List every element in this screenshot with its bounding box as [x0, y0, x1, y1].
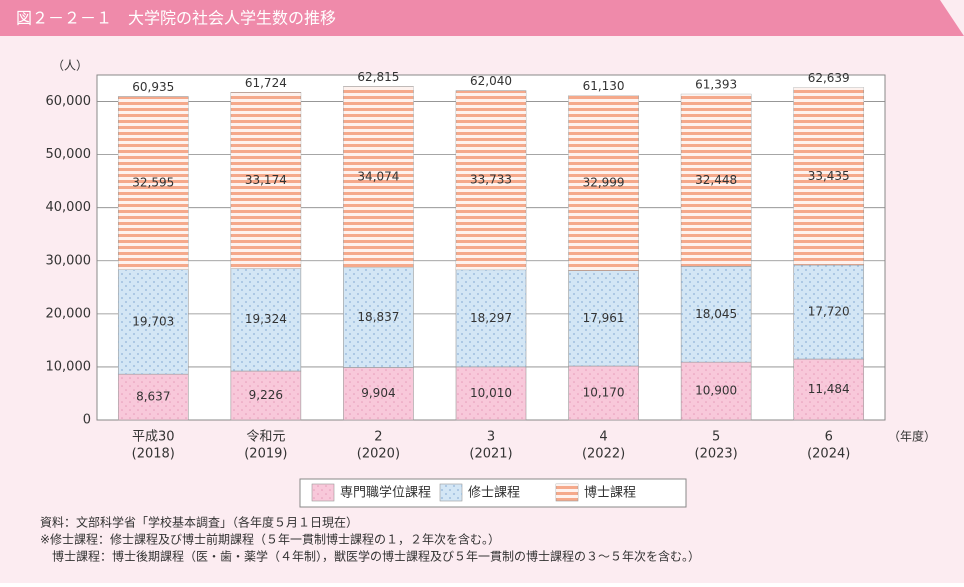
value-label: 32,448	[695, 173, 737, 187]
value-label: 10,010	[470, 386, 512, 400]
x-tick-label: 3	[487, 430, 495, 445]
y-tick-label: 10,000	[46, 359, 92, 374]
value-label: 19,703	[132, 314, 174, 328]
value-label: 34,074	[357, 170, 399, 184]
value-label: 17,961	[583, 311, 625, 325]
x-tick-label: 5	[712, 430, 720, 445]
total-label: 62,815	[357, 70, 399, 84]
legend-label: 博士課程	[584, 485, 636, 501]
header-banner	[0, 0, 964, 36]
x-tick-year: (2022)	[582, 447, 625, 462]
total-label: 62,040	[470, 74, 512, 88]
x-tick-label: 6	[825, 430, 833, 445]
total-label: 62,639	[808, 71, 850, 85]
value-label: 33,435	[808, 169, 850, 183]
legend-label: 専門職学位課程	[340, 485, 431, 501]
total-label: 61,724	[245, 76, 287, 90]
value-label: 10,900	[695, 384, 737, 398]
value-label: 17,720	[808, 305, 850, 319]
total-label: 61,393	[695, 78, 737, 92]
y-unit: （人）	[52, 59, 88, 73]
note: 資料：文部科学省「学校基本調査」（各年度５月１日現在）	[40, 515, 358, 530]
x-tick-label: 平成30	[132, 430, 175, 445]
x-tick-label: 4	[599, 430, 607, 445]
legend-box	[299, 478, 687, 508]
y-tick-label: 50,000	[46, 147, 92, 162]
value-label: 8,637	[136, 390, 170, 404]
total-label: 61,130	[583, 79, 625, 93]
y-tick-label: 60,000	[46, 94, 92, 109]
value-label: 9,226	[249, 388, 283, 402]
value-label: 33,733	[470, 173, 512, 187]
value-label: 11,484	[808, 382, 850, 396]
chart-title: 図２－２－１ 大学院の社会人学生数の推移	[16, 9, 336, 28]
y-tick-label: 20,000	[46, 306, 92, 321]
x-tick-label: 2	[374, 430, 382, 445]
value-label: 19,324	[245, 312, 287, 326]
value-label: 18,045	[695, 307, 737, 321]
total-label: 60,935	[132, 80, 174, 94]
x-unit: （年度）	[888, 429, 936, 444]
value-label: 18,837	[357, 310, 399, 324]
legend-texture	[312, 484, 334, 501]
y-tick-label: 40,000	[46, 200, 92, 215]
note: 博士課程：博士後期課程（医・歯・薬学（４年制），獣医学の博士課程及び５年一貫制の…	[40, 549, 700, 564]
x-tick-year: (2023)	[695, 447, 738, 462]
legend-texture	[440, 484, 462, 501]
value-label: 32,595	[132, 176, 174, 190]
x-tick-year: (2024)	[807, 447, 850, 462]
legend-texture	[556, 484, 578, 501]
value-label: 9,904	[361, 386, 395, 400]
x-tick-year: (2021)	[469, 447, 512, 462]
value-label: 32,999	[583, 176, 625, 190]
value-label: 18,297	[470, 311, 512, 325]
y-tick-label: 0	[83, 413, 91, 428]
legend-label: 修士課程	[468, 485, 520, 501]
y-tick-label: 30,000	[46, 253, 92, 268]
value-label: 33,174	[245, 173, 287, 187]
x-tick-year: (2019)	[244, 447, 287, 462]
note: ※修士課程：修士課程及び博士前期課程（５年一貫制博士課程の１，２年次を含む。）	[40, 532, 500, 547]
x-tick-year: (2020)	[357, 447, 400, 462]
x-tick-label: 令和元	[246, 430, 285, 445]
x-tick-year: (2018)	[132, 447, 175, 462]
value-label: 10,170	[583, 386, 625, 400]
